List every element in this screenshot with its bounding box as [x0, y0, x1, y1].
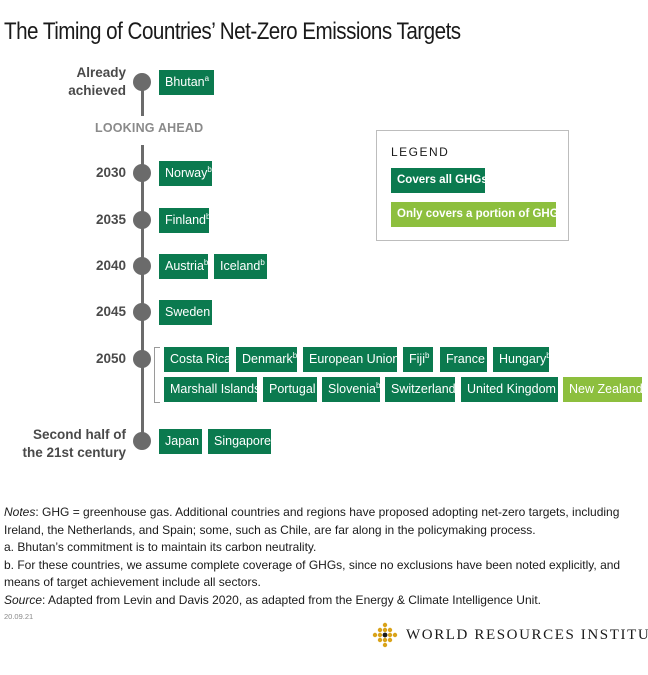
timeline-dot-2035 — [133, 211, 151, 229]
legend-title: LEGEND — [391, 145, 450, 159]
note-b: b. For these countries, we assume comple… — [4, 557, 621, 590]
country-sweden: Sweden — [159, 300, 212, 325]
country-european-union: European Union — [303, 347, 399, 372]
legend-item-all-ghgs: Covers all GHGs — [391, 168, 488, 193]
country-norway: Norwayb — [159, 161, 212, 186]
country-costa-rica: Costa Rica — [164, 347, 231, 372]
timeline-dot-2045 — [133, 303, 151, 321]
timeline-dot-second-half — [133, 432, 151, 450]
row-label-second-half: Second half of the 21st century — [22, 427, 126, 460]
bracket-2050 — [154, 347, 160, 403]
country-united-kingdom: United Kingdom — [461, 377, 558, 402]
date-code: 20.09.21 — [4, 612, 34, 621]
country-portugal: Portugal — [263, 377, 317, 402]
notes-paragraph: Notes: GHG = greenhouse gas. Additional … — [4, 505, 620, 537]
country-finland: Finlandb — [159, 208, 210, 233]
row-label-2030: 2030 — [95, 165, 126, 180]
row-label-2045: 2045 — [95, 304, 126, 319]
country-japan: Japan — [159, 429, 202, 454]
country-marshall-islands: Marshall Islands — [164, 377, 260, 402]
timeline-dot-already-achieved — [133, 73, 151, 91]
country-france: France — [440, 347, 487, 372]
timeline-dot-2030 — [133, 164, 151, 182]
source-paragraph: Source: Adapted from Levin and Davis 202… — [4, 592, 541, 607]
timeline-axis-top — [141, 82, 144, 116]
country-hungary: Hungaryb — [493, 347, 551, 372]
row-label-2050: 2050 — [95, 351, 126, 366]
legend-item-partial-ghgs: Only covers a portion of GHGs — [391, 202, 565, 227]
country-slovenia: Sloveniab — [322, 377, 380, 402]
country-switzerland: Switzerlandb — [385, 377, 460, 402]
timeline-dot-2040 — [133, 257, 151, 275]
country-austria: Austriab — [159, 254, 208, 279]
country-iceland: Icelandb — [214, 254, 267, 279]
legend: LEGEND Covers all GHGs Only covers a por… — [376, 130, 569, 241]
country-denmark: Denmarkb — [236, 347, 297, 372]
wri-logo-mark-icon — [372, 622, 398, 648]
country-singapore: Singapore — [208, 429, 271, 454]
row-label-2040: 2040 — [95, 258, 126, 273]
timeline-dot-2050 — [133, 350, 151, 368]
page-title: The Timing of Countries’ Net-Zero Emissi… — [4, 18, 461, 45]
note-a: a. Bhutan’s commitment is to maintain it… — [4, 540, 317, 554]
country-fiji: Fijib — [403, 347, 433, 372]
country-new-zealand: New Zealand — [563, 377, 643, 402]
notes-block: Notes: GHG = greenhouse gas. Additional … — [4, 504, 644, 609]
wri-logo: WORLD RESOURCES INSTITUTE — [372, 622, 648, 650]
wri-logo-text: WORLD RESOURCES INSTITUTE — [406, 627, 648, 643]
timeline-axis-main — [141, 145, 144, 442]
row-label-already-achieved: Already achieved — [68, 65, 126, 98]
row-label-2035: 2035 — [95, 212, 126, 227]
country-bhutan: Bhutana — [159, 70, 214, 95]
looking-ahead-label: LOOKING AHEAD — [95, 121, 204, 135]
